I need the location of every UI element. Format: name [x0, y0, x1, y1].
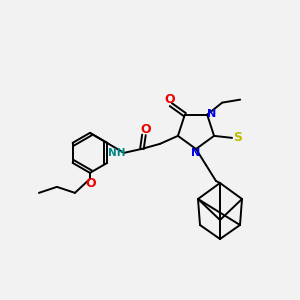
Text: O: O [141, 123, 151, 136]
Text: O: O [85, 177, 96, 190]
Text: S: S [234, 131, 243, 144]
Text: O: O [164, 93, 175, 106]
Text: NH: NH [108, 148, 126, 158]
Text: N: N [191, 148, 201, 158]
Text: N: N [206, 109, 216, 118]
